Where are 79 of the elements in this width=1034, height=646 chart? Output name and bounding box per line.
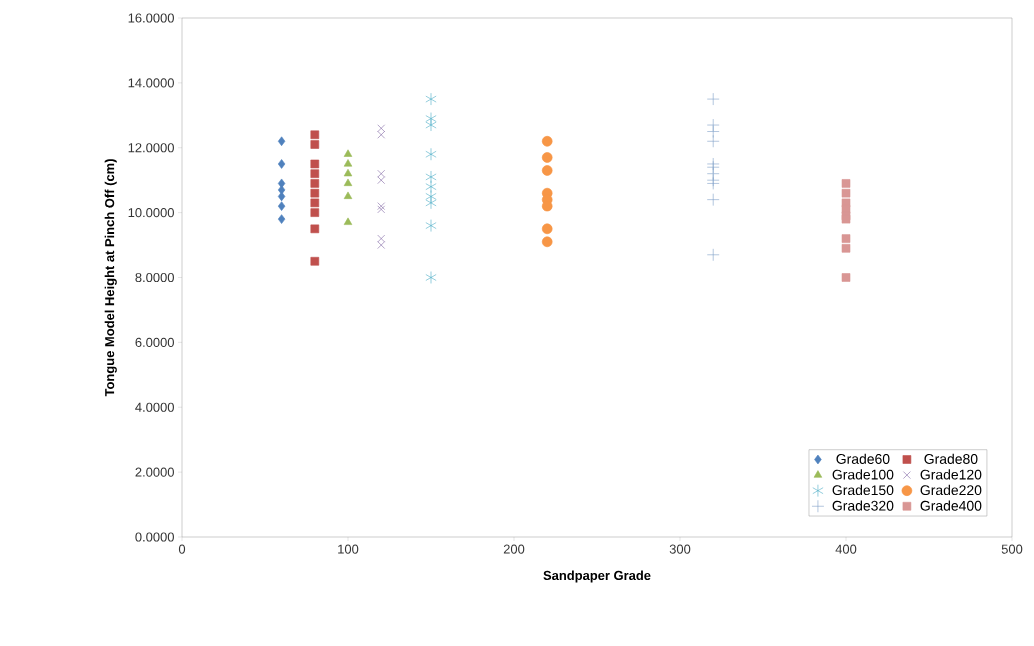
- point: [706, 248, 720, 262]
- point: [841, 244, 851, 253]
- point: [277, 136, 286, 147]
- point: [425, 196, 437, 210]
- point: [277, 159, 286, 169]
- point: [425, 170, 437, 184]
- x-tick-label: 300: [669, 544, 691, 554]
- point: [541, 223, 553, 235]
- point: [706, 92, 720, 106]
- point: [377, 234, 386, 243]
- legend-label: Grade320: [832, 500, 894, 511]
- point: [541, 135, 553, 147]
- point: [310, 224, 320, 234]
- point: [310, 179, 320, 188]
- point: [343, 178, 353, 186]
- point: [425, 190, 437, 203]
- point: [343, 149, 353, 157]
- point: [841, 179, 851, 188]
- point: [541, 165, 553, 176]
- y-tick-label: 8.0000: [135, 272, 174, 283]
- x-axis-title: Sandpaper Grade: [543, 570, 651, 583]
- x-tick-label: 400: [835, 544, 857, 554]
- y-axis-title: Tongue Model Height at Pinch Off (cm): [104, 159, 117, 397]
- point: [343, 217, 353, 225]
- point: [425, 118, 437, 132]
- y-tick-label: 0.0000: [135, 532, 174, 542]
- point: [277, 201, 286, 211]
- y-tick-label: 14.0000: [128, 78, 174, 88]
- y-tick-label: 10.0000: [128, 208, 174, 218]
- point: [841, 188, 851, 198]
- point: [425, 112, 437, 125]
- point: [310, 198, 320, 208]
- point: [377, 241, 386, 249]
- point: [425, 219, 437, 232]
- point: [425, 180, 437, 193]
- legend-label: Grade120: [920, 469, 982, 480]
- point: [706, 134, 720, 148]
- y-tick-label: 6.0000: [135, 337, 174, 347]
- x-tick-label: 200: [503, 544, 525, 554]
- point: [343, 168, 353, 177]
- legend-label: Grade80: [924, 453, 978, 464]
- legend-label: Grade220: [920, 484, 982, 496]
- x-tick-label: 100: [338, 544, 359, 554]
- point: [377, 124, 386, 133]
- point: [706, 177, 720, 190]
- x-tick-label: 500: [1001, 544, 1023, 554]
- point: [706, 193, 720, 206]
- point: [377, 205, 386, 214]
- point: [310, 130, 320, 140]
- point: [277, 214, 286, 224]
- point: [377, 202, 386, 210]
- point: [541, 236, 553, 248]
- point: [425, 147, 437, 161]
- point: [541, 152, 553, 163]
- legend-label: Grade100: [832, 469, 894, 480]
- legend-label: Grade400: [920, 500, 982, 511]
- point: [343, 191, 353, 199]
- point: [310, 256, 320, 266]
- y-tick-label: 16.0000: [128, 13, 174, 23]
- point: [310, 208, 320, 217]
- point: [310, 140, 320, 149]
- x-tick-label: 0: [178, 544, 186, 554]
- point: [841, 234, 851, 243]
- y-tick-label: 4.0000: [135, 402, 174, 412]
- point: [310, 188, 320, 198]
- point: [310, 169, 320, 178]
- point: [425, 92, 437, 106]
- point: [841, 273, 851, 282]
- point: [377, 130, 386, 139]
- point: [310, 159, 320, 169]
- legend-label: Grade60: [836, 453, 890, 464]
- y-tick-label: 2.0000: [135, 467, 174, 477]
- point: [425, 271, 437, 284]
- point: [377, 169, 386, 178]
- point: [377, 176, 386, 185]
- point: [343, 159, 353, 167]
- y-tick-label: 12.0000: [128, 143, 174, 153]
- legend-label: Grade150: [832, 484, 894, 496]
- point: [706, 125, 720, 138]
